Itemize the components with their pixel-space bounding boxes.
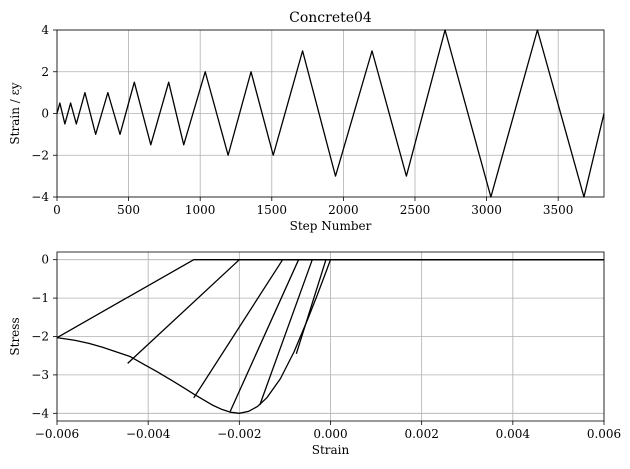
chart2-x-tick-label: −0.006 [35, 427, 79, 441]
chart2-series-line-7 [259, 259, 604, 406]
chart1-x-tick-label: 3000 [471, 203, 502, 217]
chart2-x-tick-label: 0.002 [404, 427, 438, 441]
chart2-series-line-6 [229, 259, 604, 412]
chart1-x-axis-label: Step Number [290, 219, 372, 233]
chart2-series-line-8 [295, 259, 604, 354]
chart1-x-tick-label: 1500 [257, 203, 288, 217]
chart1-x-tick-label: 2500 [400, 203, 431, 217]
chart1-x-tick-label: 3500 [543, 203, 574, 217]
chart1-x-tick-label: 2000 [328, 203, 359, 217]
chart2-y-tick-label: −4 [31, 406, 49, 420]
chart1-x-tick-label: 500 [117, 203, 140, 217]
chart2-series-line-1 [56, 259, 332, 414]
chart2-y-tick-label: −3 [31, 368, 49, 382]
chart1-y-tick-label: 2 [41, 65, 49, 79]
chart2-y-tick-label: −2 [31, 330, 49, 344]
chart2-y-tick-label: 0 [41, 253, 49, 267]
chart1-series-line-1 [56, 29, 605, 198]
chart2-x-tick-label: −0.002 [217, 427, 261, 441]
chart1-y-tick-label: 4 [41, 23, 49, 37]
chart1-x-tick-label: 1000 [185, 203, 216, 217]
chart1-y-tick-label: 0 [41, 107, 49, 121]
chart1-x-tick-label: 0 [53, 203, 61, 217]
chart2-x-tick-label: 0.004 [496, 427, 531, 441]
chart1-title: Concrete04 [289, 10, 372, 26]
chart2-y-tick-label: −1 [31, 291, 49, 305]
chart2-series-line-5 [193, 259, 604, 399]
chart2-x-axis-label: Strain [312, 443, 350, 457]
chart1-y-tick-label: −4 [31, 190, 49, 204]
chart2-x-tick-label: −0.004 [126, 427, 171, 441]
chart1-y-tick-label: −2 [31, 148, 49, 162]
chart2-x-tick-label: 0.006 [587, 427, 621, 441]
chart2-series-line-4 [127, 259, 604, 364]
chart1-y-axis-label: Strain / εy [8, 82, 22, 144]
chart2-y-axis-label: Stress [8, 317, 22, 355]
chart2-x-tick-label: 0.000 [313, 427, 347, 441]
